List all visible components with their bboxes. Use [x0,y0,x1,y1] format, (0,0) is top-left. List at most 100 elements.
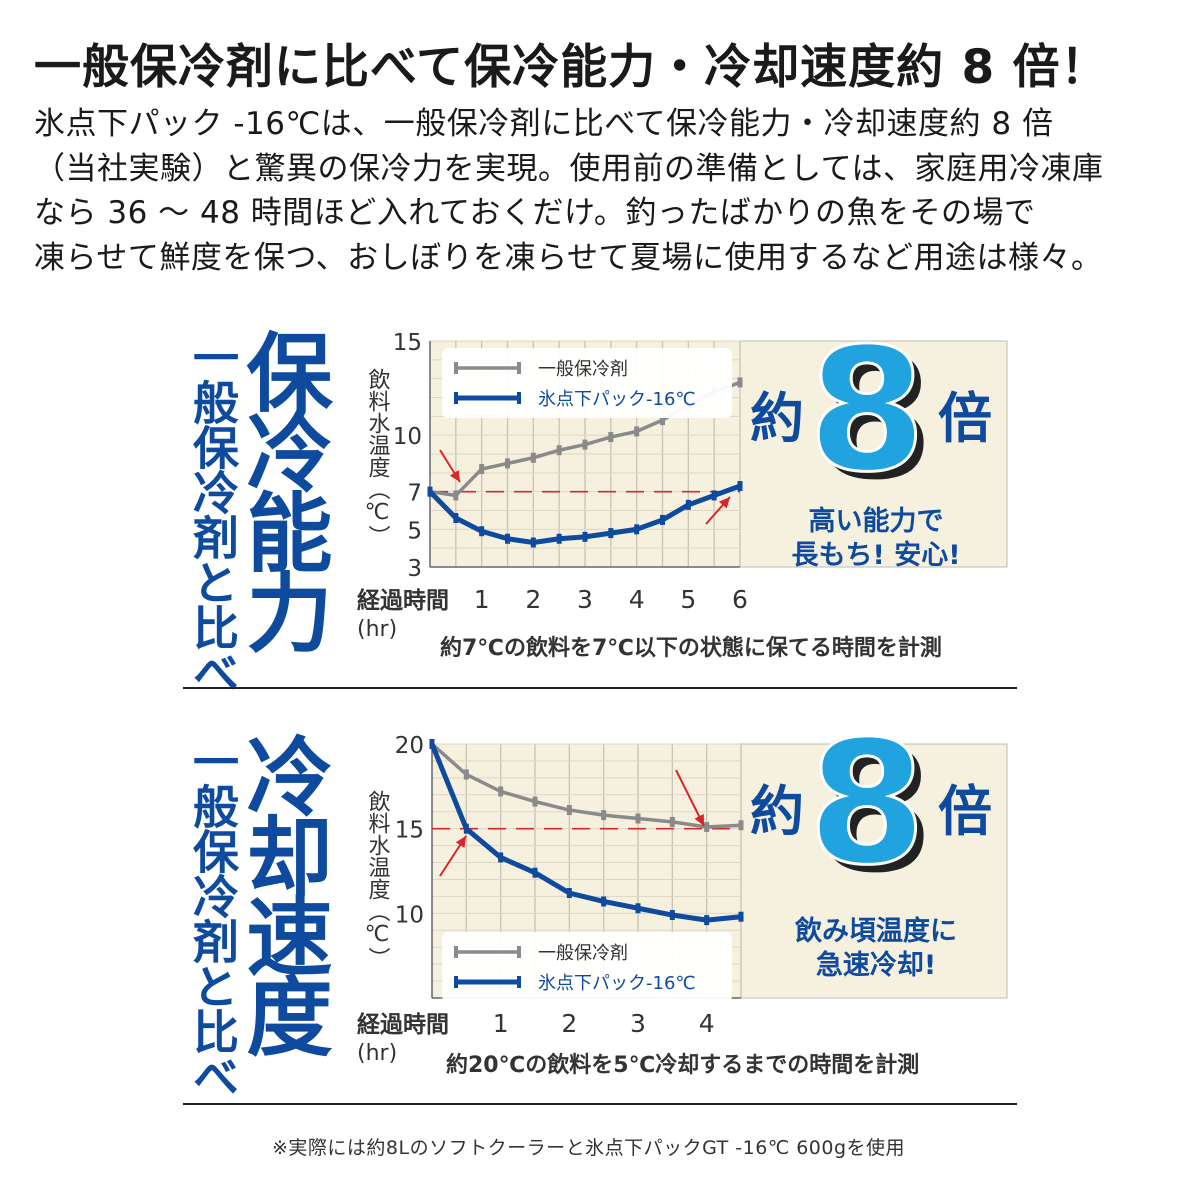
footnote: ※実際には約8Lのソフトクーラーと氷点下パックGT -16℃ 600gを使用 [272,1137,906,1159]
data-point [556,445,562,456]
y-axis-label: 飲料水温度（℃） [365,790,391,969]
data-point [505,458,510,469]
y-tick-label: 7 [407,481,422,507]
data-point [498,852,504,863]
legend-swatch-end [517,976,521,988]
data-point [566,888,572,899]
data-point [635,813,641,824]
data-point [530,537,536,548]
data-point [635,903,641,914]
badge-number: 8 [808,312,926,510]
legend-swatch-end [454,392,458,404]
badge-caption: 急速冷却! [816,949,936,981]
data-point [601,810,607,821]
badge-suffix: 倍 [938,387,992,450]
data-point [532,867,538,878]
data-point [601,896,607,907]
data-point [582,531,588,542]
data-point [608,432,614,443]
x-tick-label: 6 [732,585,748,614]
x-tick-label: 1 [493,1009,509,1038]
section-divider [183,1103,1017,1105]
chart2-side-title: 冷却速度 [231,732,331,1052]
x-axis-label: 経過時間 [357,1011,449,1038]
headline: 一般保冷剤に比べて保冷能力・冷却速度約 8 倍！ [34,40,1109,95]
legend-swatch-end [517,362,521,374]
data-point [711,490,717,501]
data-point [669,910,675,921]
y-tick-label: 15 [395,818,424,844]
y-tick-label: 20 [395,733,424,759]
description-line: （当社実験）と驚異の保冷力を実現。使用前の準備としては、家庭用冷凍庫 [34,150,1104,187]
series-line-1 [430,742,742,829]
badge-caption: 飲み頃温度に [794,915,957,947]
badge-number-shadow: 8 [816,320,934,518]
annotation-arrowhead [718,497,730,509]
data-point [738,820,744,831]
description-line: 氷点下パック -16℃は、一般保冷剤に比べて保冷能力・冷却速度約 8 倍 [34,106,1054,142]
data-point [566,805,572,816]
data-point [532,796,538,807]
data-point [704,821,710,832]
data-point [737,481,743,492]
x-tick-label: 3 [577,585,593,614]
x-axis-unit: (hr) [357,617,397,642]
data-point [498,786,504,797]
data-point [634,524,640,535]
data-point [463,823,469,834]
chart-1: 3 5 7 10 15 1 2 3 4 5 6 経過時間 (hr) 飲料水温度（℃） 一般保冷剤氷点下パック… [357,311,1008,661]
x-tick-label: 1 [474,585,490,614]
x-axis-label: 経過時間 [357,587,449,614]
badge-prefix: 約 [750,387,804,450]
badge-caption: 高い能力で [809,505,944,537]
x-tick-label: 4 [699,1009,715,1038]
description: 氷点下パック -16℃は、一般保冷剤に比べて保冷能力・冷却速度約 8 倍 （当社… [34,102,1184,280]
data-point [453,490,459,501]
chart1-side-subtitle: 一般保冷剤と比べ [186,334,240,694]
x-tick-label: 2 [561,1009,577,1038]
series-line-2 [429,743,742,923]
data-point [660,415,665,426]
data-point [463,769,469,780]
legend-swatch-end [454,976,458,988]
data-point [634,426,640,437]
data-point [608,528,614,539]
badge-prefix: 約 [750,780,804,843]
data-point [427,486,433,497]
section-divider [183,687,1017,689]
chart-note: 約7℃の飲料を7℃以下の状態に保てる時間を計測 [440,635,942,661]
y-tick-label: 10 [395,902,424,928]
badge-caption: 長もち! 安心! [791,540,960,571]
chart-2: 10 15 20 1 2 3 4 経過時間 (hr) 飲料水温度（℃） 一般保冷剤氷点下パック-16… [357,704,1008,1078]
legend-label: 氷点下パック-16℃ [538,973,696,994]
x-tick-label: 3 [630,1009,646,1038]
description-line: 凍らせて鮮度を保つ、おしぼりを凍らせて夏場に使用するなど用途は様々。 [34,239,1103,276]
x-tick-label: 5 [680,585,696,614]
data-point [738,911,744,922]
chart-note: 約20℃の飲料を5℃冷却するまでの時間を計測 [446,1052,919,1078]
legend-swatch-end [454,362,458,374]
badge-suffix: 倍 [938,780,992,843]
data-point [505,533,510,544]
data-point [453,513,459,524]
legend-label: 一般保冷剤 [538,943,628,964]
data-point [685,499,691,510]
data-point [429,739,435,749]
data-point [556,533,562,544]
description-line: なら 36 ～ 48 時間ほど入れておくだけ。釣ったばかりの魚をその場で [34,195,1036,231]
legend-swatch-end [517,946,521,958]
annotation-arrowhead [449,470,460,482]
badge-number: 8 [808,705,926,903]
data-point [669,816,675,827]
chart2-side-subtitle: 一般保冷剤と比べ [186,738,240,1098]
legend-swatch-end [517,392,521,404]
legend-label: 一般保冷剤 [538,359,628,380]
legend-label: 氷点下パック-16℃ [538,389,696,410]
x-axis-unit: (hr) [357,1041,397,1066]
chart1-side-title: 保冷能力 [231,328,331,648]
badge-number-shadow: 8 [816,713,934,911]
y-tick-label: 3 [407,556,422,582]
x-tick-label: 4 [629,585,645,614]
y-tick-label: 5 [407,518,422,544]
